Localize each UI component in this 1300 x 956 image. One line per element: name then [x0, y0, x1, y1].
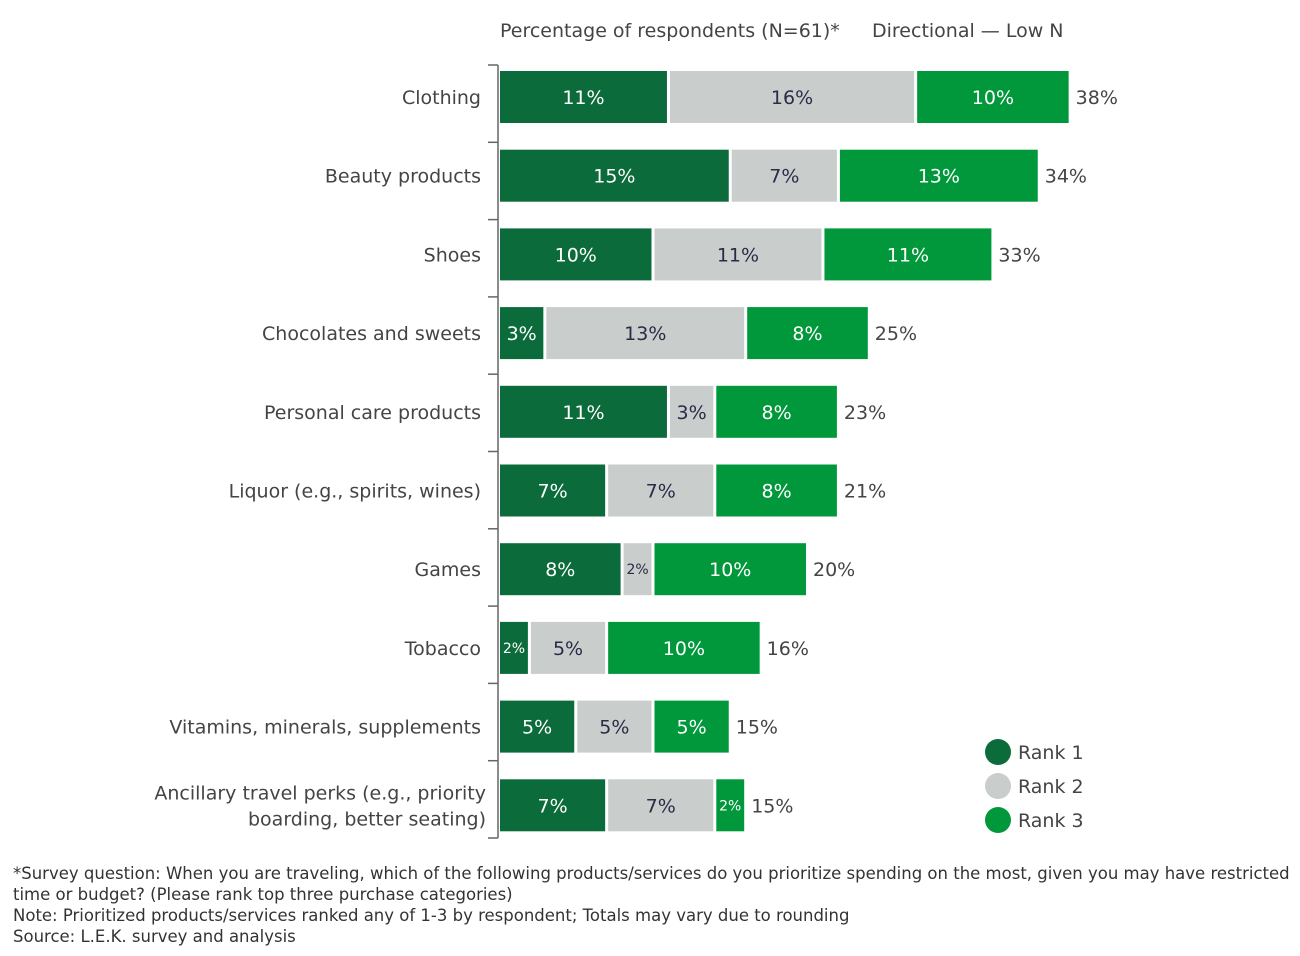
bar-segment-rank-2 [608, 464, 714, 517]
bar-segment-rank-1 [500, 307, 544, 360]
segment-value-label: 5% [553, 638, 583, 660]
segment-value-label: 13% [624, 323, 666, 345]
category-label: Ancillary travel perks (e.g., priority [154, 782, 486, 804]
segment-value-label: 8% [762, 481, 792, 503]
bar-segment-rank-1 [500, 464, 606, 517]
bar-segment-rank-2 [669, 71, 915, 123]
category-label: Vitamins, minerals, supplements [169, 717, 481, 739]
chart-header-left: Percentage of respondents (N=61)* [500, 20, 840, 42]
segment-value-label: 2% [719, 798, 741, 814]
survey-question-note: *Survey question: When you are traveling… [13, 864, 1290, 904]
segment-value-label: 8% [792, 323, 822, 345]
chart-header-right: Directional — Low N [872, 20, 1064, 42]
segment-value-label: 11% [717, 244, 759, 266]
legend-label: Rank 2 [1018, 776, 1084, 798]
segment-value-label: 3% [507, 323, 537, 345]
bar-segment-rank-3 [839, 149, 1038, 202]
stacked-bar-chart: Clothing 11% 16% 10% 38% Beauty products 15% 7%… [154, 64, 1118, 839]
bar-segment-rank-2 [654, 228, 822, 281]
rounding-note: Note: Prioritized products/services rank… [13, 906, 850, 925]
bar-segment-rank-1 [500, 543, 621, 596]
bar-segment-rank-1 [500, 228, 652, 281]
category-label: Shoes [424, 244, 481, 266]
bar-segment-rank-2 [608, 779, 714, 832]
category-label: Personal care products [264, 402, 481, 424]
legend-swatch-rank-3 [985, 807, 1011, 833]
legend-swatch-rank-2 [985, 773, 1011, 799]
category-label: boarding, better seating) [248, 808, 486, 830]
total-value-label: 23% [844, 402, 886, 424]
total-value-label: 38% [1076, 87, 1118, 109]
total-value-label: 21% [844, 481, 886, 503]
bar-segment-rank-1 [500, 385, 667, 438]
bar-segment-rank-1 [500, 71, 667, 123]
segment-value-label: 15% [593, 166, 635, 188]
category-label: Beauty products [325, 166, 481, 188]
category-label: Clothing [402, 87, 481, 109]
total-value-label: 34% [1045, 166, 1087, 188]
segment-value-label: 7% [769, 166, 799, 188]
segment-value-label: 7% [537, 795, 567, 817]
bar-segment-rank-2 [546, 307, 745, 360]
total-value-label: 15% [736, 717, 778, 739]
bar-segment-rank-1 [500, 149, 729, 202]
segment-value-label: 11% [562, 402, 604, 424]
segment-value-label: 10% [663, 638, 705, 660]
segment-value-label: 11% [562, 87, 604, 109]
segment-value-label: 16% [771, 87, 813, 109]
bar-segment-rank-3 [654, 700, 729, 753]
category-label: Chocolates and sweets [262, 323, 481, 345]
total-value-label: 20% [813, 559, 855, 581]
segment-value-label: 11% [887, 244, 929, 266]
segment-value-label: 13% [918, 166, 960, 188]
bar-segment-rank-3 [747, 307, 868, 360]
segment-value-label: 3% [677, 402, 707, 424]
segment-value-label: 10% [709, 559, 751, 581]
source-note: Source: L.E.K. survey and analysis [13, 927, 296, 946]
legend-label: Rank 1 [1018, 742, 1084, 764]
segment-value-label: 7% [537, 481, 567, 503]
segment-value-label: 10% [555, 244, 597, 266]
total-value-label: 16% [767, 638, 809, 660]
legend-label: Rank 3 [1018, 810, 1084, 832]
bar-segment-rank-2 [669, 385, 714, 438]
segment-value-label: 5% [677, 717, 707, 739]
bar-segment-rank-3 [716, 464, 837, 517]
bar-segment-rank-2 [577, 700, 652, 753]
total-value-label: 25% [875, 323, 917, 345]
segment-value-label: 8% [762, 402, 792, 424]
bar-segment-rank-2 [731, 149, 837, 202]
bar-segment-rank-1 [500, 700, 575, 753]
segment-value-label: 10% [972, 87, 1014, 109]
segment-value-label: 7% [646, 795, 676, 817]
segment-value-label: 2% [503, 641, 525, 657]
bar-segment-rank-1 [500, 779, 606, 832]
segment-value-label: 5% [599, 717, 629, 739]
segment-value-label: 5% [522, 717, 552, 739]
footnotes: *Survey question: When you are traveling… [13, 863, 1293, 947]
bar-segment-rank-3 [716, 385, 837, 438]
bar-segment-rank-3 [917, 71, 1069, 123]
segment-value-label: 7% [646, 481, 676, 503]
total-value-label: 33% [998, 244, 1040, 266]
segment-value-label: 8% [545, 559, 575, 581]
bar-segment-rank-1 [500, 621, 528, 674]
category-label: Liquor (e.g., spirits, wines) [229, 481, 481, 503]
bar-segment-rank-3 [608, 621, 760, 674]
bar-segment-rank-3 [654, 543, 806, 596]
segment-value-label: 2% [626, 562, 648, 578]
legend-swatch-rank-1 [985, 739, 1011, 765]
bar-segment-rank-3 [716, 779, 745, 832]
bar-segment-rank-2 [623, 543, 652, 596]
category-label: Games [415, 559, 481, 581]
bar-segment-rank-3 [824, 228, 992, 281]
total-value-label: 15% [751, 795, 793, 817]
bar-segment-rank-2 [530, 621, 606, 674]
category-label: Tobacco [404, 638, 481, 660]
